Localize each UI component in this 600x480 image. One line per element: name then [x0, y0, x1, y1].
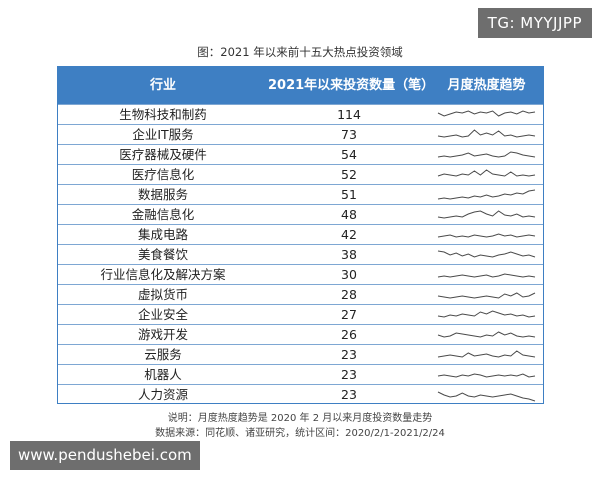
table-row: 行业信息化及解决方案 30 — [58, 264, 543, 284]
watermark-bottom: www.pendushebei.com — [10, 441, 200, 470]
industry-name: 人力资源 — [137, 387, 188, 402]
trend-sparkline — [430, 105, 543, 124]
table-row: 企业安全 27 — [58, 304, 543, 324]
industry-name: 虚拟货币 — [137, 287, 188, 302]
industry-name: 集成电路 — [137, 227, 188, 242]
investment-count: 114 — [337, 107, 361, 122]
trend-sparkline — [430, 385, 543, 404]
table-row: 机器人 23 — [58, 364, 543, 384]
watermark-top: TG: MYYJJPP — [477, 8, 592, 38]
trend-sparkline — [430, 325, 543, 344]
table-row: 美食餐饮 38 — [58, 244, 543, 264]
industry-name: 企业IT服务 — [132, 127, 194, 142]
trend-sparkline — [430, 205, 543, 224]
trend-sparkline — [430, 125, 543, 144]
investment-count: 48 — [341, 207, 357, 222]
investment-count: 52 — [341, 167, 357, 182]
table-row: 医疗器械及硬件 54 — [58, 144, 543, 164]
investment-count: 23 — [341, 387, 357, 402]
table-row: 数据服务 51 — [58, 184, 543, 204]
investment-count: 54 — [341, 147, 357, 162]
industry-name: 数据服务 — [137, 187, 188, 202]
industry-name: 医疗信息化 — [131, 167, 195, 182]
industry-name: 医疗器械及硬件 — [119, 147, 207, 162]
investment-count: 28 — [341, 287, 357, 302]
header-investment-count: 2021年以来投资数量（笔） — [268, 78, 435, 93]
trend-sparkline — [430, 245, 543, 264]
investment-count: 38 — [341, 247, 357, 262]
header-monthly-trend: 月度热度趋势 — [447, 78, 526, 93]
investment-count: 27 — [341, 307, 357, 322]
hot-sectors-table: 行业 2021年以来投资数量（笔） 月度热度趋势 生物科技和制药 114 企业IT服… — [57, 66, 544, 404]
industry-name: 行业信息化及解决方案 — [100, 267, 226, 282]
industry-name: 金融信息化 — [131, 207, 195, 222]
investment-count: 26 — [341, 327, 357, 342]
trend-sparkline — [430, 225, 543, 244]
trend-sparkline — [430, 145, 543, 164]
trend-sparkline — [430, 265, 543, 284]
note-source: 数据来源：同花顺、诸亚研究，统计区间：2020/2/1-2021/2/24 — [155, 428, 445, 439]
table-body: 生物科技和制药 114 企业IT服务 73 医疗器械及硬件 54 医疗信息化 52 数据服务 51… — [58, 104, 543, 404]
trend-sparkline — [430, 345, 543, 364]
investment-count: 42 — [341, 227, 357, 242]
note-description: 说明：月度热度趋势是 2020 年 2 月以来月度投资数量走势 — [167, 413, 433, 424]
table-row: 生物科技和制药 114 — [58, 104, 543, 124]
trend-sparkline — [430, 285, 543, 304]
industry-name: 生物科技和制药 — [119, 107, 207, 122]
table-row: 云服务 23 — [58, 344, 543, 364]
table-row: 企业IT服务 73 — [58, 124, 543, 144]
investment-count: 23 — [341, 367, 357, 382]
table-row: 医疗信息化 52 — [58, 164, 543, 184]
industry-name: 美食餐饮 — [137, 247, 188, 262]
industry-name: 游戏开发 — [137, 327, 188, 342]
header-industry: 行业 — [149, 78, 176, 93]
table-row: 集成电路 42 — [58, 224, 543, 244]
investment-count: 73 — [341, 127, 357, 142]
industry-name: 机器人 — [144, 367, 182, 382]
trend-sparkline — [430, 185, 543, 204]
table-header: 行业 2021年以来投资数量（笔） 月度热度趋势 — [58, 67, 543, 104]
trend-sparkline — [430, 165, 543, 184]
trend-sparkline — [430, 305, 543, 324]
table-row: 游戏开发 26 — [58, 324, 543, 344]
industry-name: 云服务 — [144, 347, 182, 362]
investment-count: 30 — [341, 267, 357, 282]
figure-title: 图：2021 年以来前十五大热点投资领域 — [197, 45, 403, 59]
investment-count: 23 — [341, 347, 357, 362]
industry-name: 企业安全 — [137, 307, 188, 322]
table-row: 金融信息化 48 — [58, 204, 543, 224]
trend-sparkline — [430, 365, 543, 384]
investment-count: 51 — [341, 187, 357, 202]
table-row: 人力资源 23 — [58, 384, 543, 404]
table-row: 虚拟货币 28 — [58, 284, 543, 304]
